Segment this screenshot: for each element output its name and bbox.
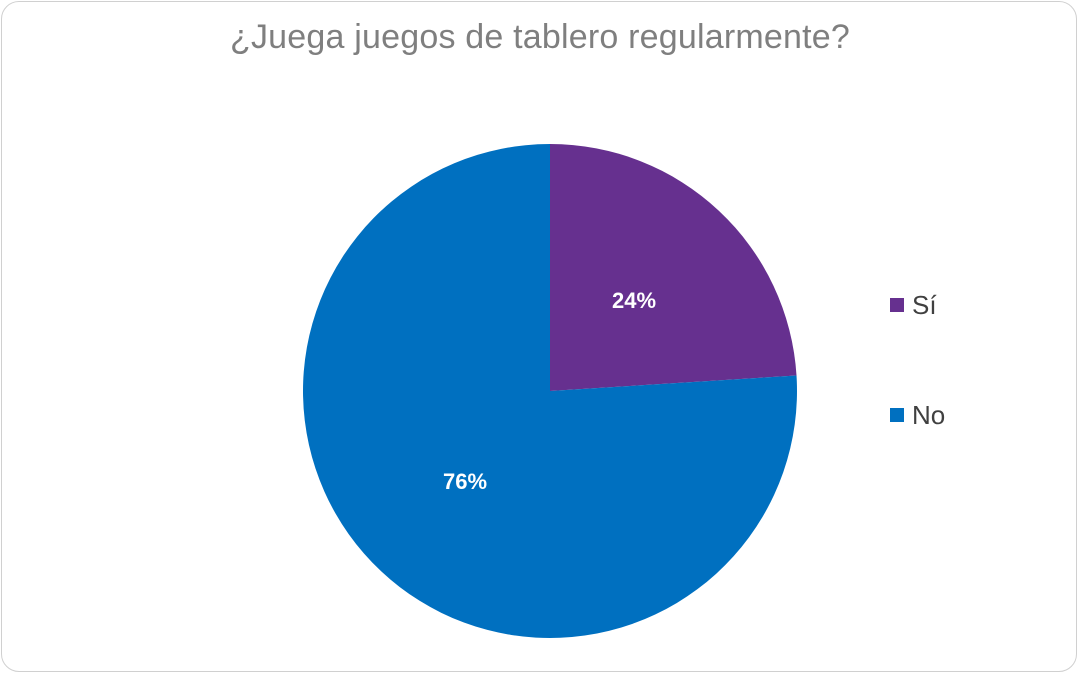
legend-swatch-si xyxy=(890,298,904,312)
data-label-si: 24% xyxy=(612,288,656,313)
chart-title: ¿Juega juegos de tablero regularmente? xyxy=(230,18,850,56)
legend-item-no: No xyxy=(890,396,945,434)
pie-slice-no xyxy=(303,144,797,638)
legend: Sí No xyxy=(890,286,945,434)
legend-swatch-no xyxy=(890,408,904,422)
legend-label-no: No xyxy=(912,399,946,430)
pie-slice-si xyxy=(550,144,797,391)
legend-label-si: Sí xyxy=(912,289,937,320)
legend-item-si: Sí xyxy=(890,286,945,324)
data-label-no: 76% xyxy=(443,469,487,494)
